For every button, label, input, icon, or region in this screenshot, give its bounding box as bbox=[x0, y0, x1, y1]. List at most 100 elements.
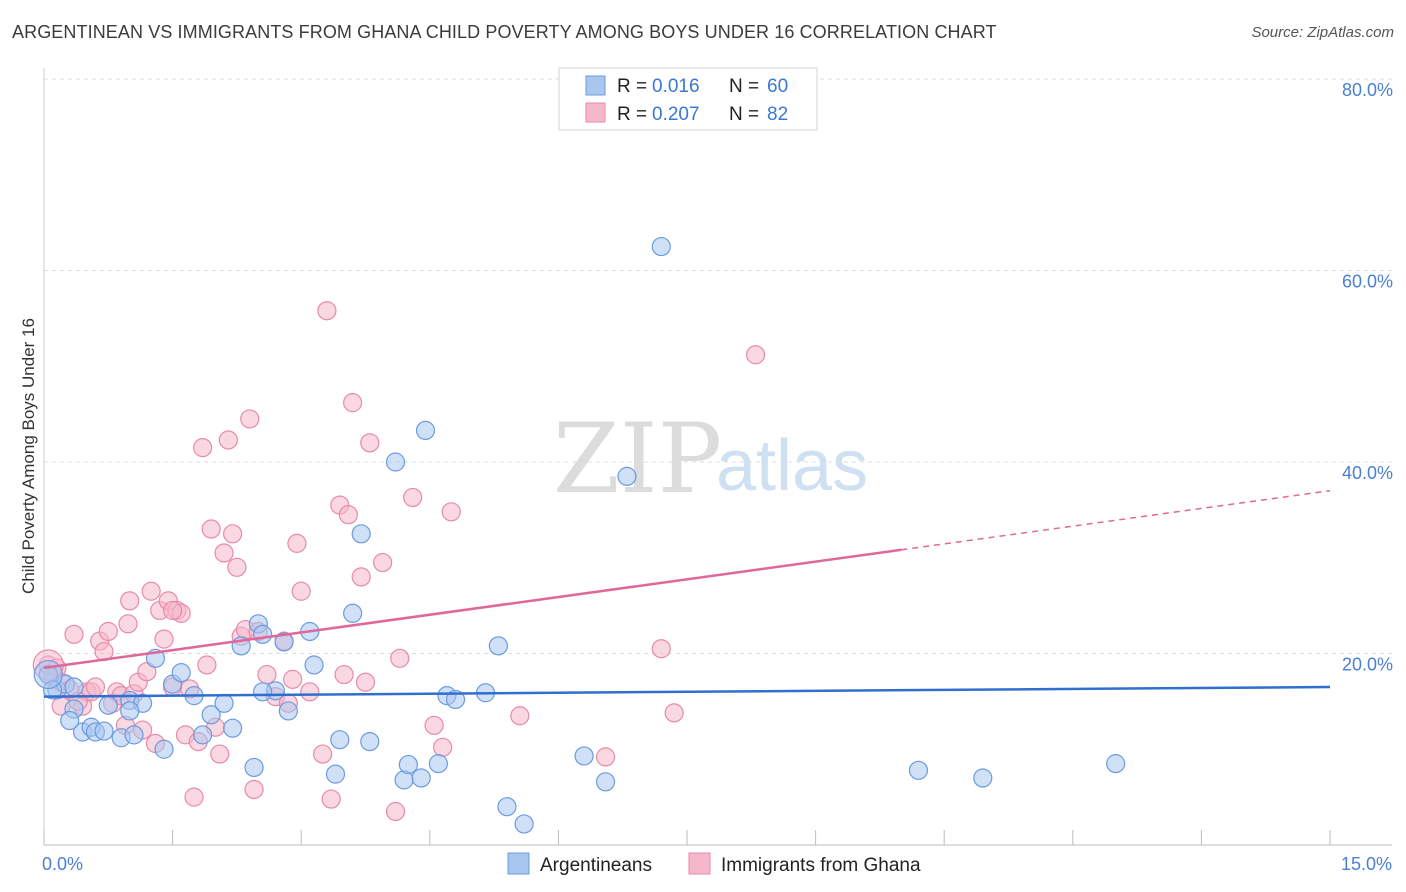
ghana-point-41 bbox=[227, 557, 247, 577]
argentineans-point-33 bbox=[351, 524, 371, 544]
trend-argentineans bbox=[43, 685, 1331, 698]
argentineans-point-37 bbox=[398, 754, 418, 775]
watermark-zip: ZIP bbox=[553, 403, 722, 515]
ghana-point-40 bbox=[223, 524, 243, 544]
argentineans-point-51 bbox=[908, 760, 929, 780]
ghana-point-74 bbox=[651, 639, 671, 659]
ghana-point-34 bbox=[197, 655, 217, 675]
argentineans-point-26 bbox=[274, 632, 294, 652]
ghana-point-59 bbox=[334, 664, 354, 685]
legend-r-label-1: R = bbox=[617, 76, 647, 97]
argentineans-point-46 bbox=[514, 814, 534, 834]
bottom-legend-ghana: Immigrants from Ghana bbox=[721, 855, 921, 876]
y-tick-label-80: 80.0% bbox=[1342, 80, 1393, 100]
argentineans-point-42 bbox=[445, 689, 466, 710]
ghana-point-73 bbox=[595, 747, 616, 767]
ghana-point-63 bbox=[355, 672, 376, 692]
ghana-point-65 bbox=[373, 552, 393, 573]
y-tick-labels: 20.0% 40.0% 60.0% 80.0% bbox=[1342, 80, 1393, 675]
ghana-point-68 bbox=[403, 487, 423, 508]
argentineans-point-34 bbox=[360, 731, 380, 752]
ghana-point-24 bbox=[154, 629, 174, 649]
argentineans-point-10 bbox=[124, 725, 144, 745]
ghana-point-33 bbox=[193, 438, 213, 458]
argentineans-point-45 bbox=[497, 797, 517, 817]
argentineans-point-27 bbox=[278, 701, 298, 721]
ghana-point-67 bbox=[390, 648, 410, 668]
ghana-point-45 bbox=[244, 779, 264, 800]
ghana-point-80 bbox=[85, 677, 106, 697]
argentineans-point-19 bbox=[214, 693, 234, 713]
ghana-point-55 bbox=[313, 744, 333, 764]
ghana-point-69 bbox=[424, 715, 444, 735]
legend-swatch-argentineans bbox=[585, 75, 606, 96]
series-ghana-points bbox=[32, 301, 766, 822]
bottom-legend: Argentineans Immigrants from Ghana bbox=[507, 852, 921, 876]
ghana-point-66 bbox=[385, 801, 406, 822]
bottom-legend-argentineans: Argentineans bbox=[540, 855, 652, 876]
y-tick-label-40: 40.0% bbox=[1342, 463, 1393, 483]
argentineans-point-58 bbox=[94, 721, 114, 741]
argentineans-point-40 bbox=[428, 754, 448, 774]
ghana-point-60 bbox=[338, 505, 358, 525]
ghana-point-21 bbox=[141, 581, 161, 601]
argentineans-point-35 bbox=[385, 452, 406, 472]
argentineans-point-13 bbox=[154, 739, 174, 759]
x-ticks bbox=[43, 830, 1331, 845]
ghana-point-16 bbox=[120, 591, 140, 611]
legend-r-label-2: R = bbox=[617, 104, 647, 125]
argentineans-point-17 bbox=[193, 725, 213, 745]
argentineans-point-24 bbox=[253, 624, 273, 644]
ghana-point-51 bbox=[283, 669, 303, 689]
argentineans-point-59 bbox=[253, 682, 273, 702]
argentineans-point-56 bbox=[120, 701, 140, 721]
ghana-point-47 bbox=[257, 664, 277, 685]
watermark: ZIP atlas bbox=[553, 403, 868, 515]
trend-ghana-solid bbox=[43, 548, 902, 670]
y-axis-title: Child Poverty Among Boys Under 16 bbox=[19, 318, 38, 594]
ghana-point-53 bbox=[291, 581, 311, 601]
legend-n-value-1: 60 bbox=[767, 76, 788, 97]
legend-r-value-2: 0.207 bbox=[652, 104, 700, 125]
ghana-point-54 bbox=[300, 682, 320, 702]
argentineans-point-39 bbox=[415, 420, 436, 441]
argentineans-point-20 bbox=[223, 718, 243, 738]
series-argentineans-points bbox=[33, 236, 1126, 834]
legend: R = 0.016 N = 60 R = 0.207 N = 82 bbox=[558, 67, 818, 131]
ghana-point-4 bbox=[64, 624, 84, 644]
argentineans-point-53 bbox=[1106, 754, 1126, 774]
ghana-point-44 bbox=[240, 409, 260, 429]
argentineans-point-7 bbox=[98, 695, 118, 715]
argentineans-point-15 bbox=[171, 663, 191, 683]
ghana-point-62 bbox=[351, 567, 371, 587]
argentineans-point-30 bbox=[325, 764, 346, 784]
argentineans-point-55 bbox=[60, 710, 80, 731]
y-tick-label-20: 20.0% bbox=[1342, 655, 1393, 675]
ghana-point-52 bbox=[287, 533, 307, 553]
x-tick-label-min: 0.0% bbox=[42, 854, 83, 874]
argentineans-point-50 bbox=[651, 236, 671, 257]
chart-title: ARGENTINEAN VS IMMIGRANTS FROM GHANA CHI… bbox=[12, 22, 997, 42]
x-tick-label-max: 15.0% bbox=[1341, 854, 1392, 874]
argentineans-point-57 bbox=[64, 677, 84, 697]
argentineans-point-31 bbox=[330, 730, 350, 750]
legend-n-value-2: 82 bbox=[767, 104, 788, 125]
ghana-point-15 bbox=[118, 614, 138, 634]
argentineans-point-47 bbox=[574, 746, 594, 766]
ghana-point-56 bbox=[317, 301, 337, 321]
ghana-point-71 bbox=[441, 502, 461, 522]
argentineans-point-18 bbox=[201, 705, 221, 725]
legend-n-label-1: N = bbox=[729, 76, 759, 97]
bottom-legend-swatch-ghana bbox=[688, 852, 711, 875]
trend-lines bbox=[43, 489, 1331, 698]
legend-r-value-1: 0.016 bbox=[652, 76, 700, 97]
ghana-point-39 bbox=[218, 430, 238, 450]
trend-ghana-dashed bbox=[901, 489, 1331, 551]
argentineans-point-52 bbox=[973, 768, 993, 788]
argentineans-point-32 bbox=[343, 603, 363, 623]
chart-source: Source: ZipAtlas.com bbox=[1251, 24, 1394, 41]
legend-swatch-ghana bbox=[585, 102, 606, 123]
ghana-point-37 bbox=[210, 744, 230, 764]
bottom-legend-swatch-argentineans bbox=[507, 852, 530, 875]
